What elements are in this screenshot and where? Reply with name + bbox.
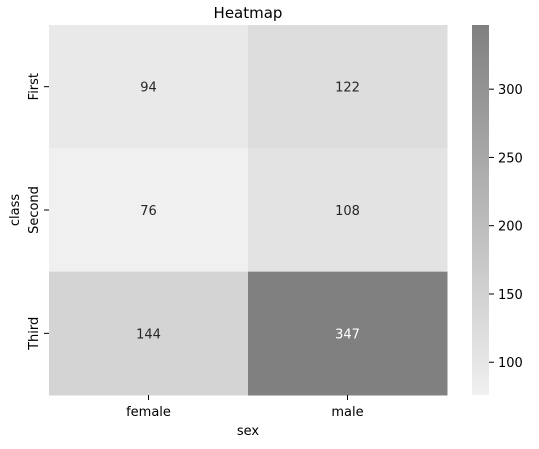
y-tick-label: Second (27, 186, 42, 234)
cell-annotation: 144 (136, 327, 161, 342)
colorbar-tick-label: 200 (498, 220, 523, 235)
cell-annotation: 76 (140, 204, 157, 219)
heatmap-cell (248, 271, 448, 396)
x-tick-label: female (126, 405, 171, 420)
cell-annotation: 122 (335, 81, 360, 96)
x-axis: female male (126, 395, 364, 420)
colorbar-tick-label: 250 (498, 151, 523, 166)
heatmap-cells (49, 25, 448, 396)
colorbar-ticks: 100 150 200 250 300 (489, 83, 523, 371)
heatmap-cell (49, 25, 249, 149)
y-axis: First Second Third (27, 73, 49, 351)
x-tick-label: male (331, 405, 363, 420)
y-tick-label: First (27, 73, 42, 100)
cell-annotation: 108 (335, 204, 360, 219)
cell-annotation: 347 (335, 327, 360, 342)
y-axis-label: class (8, 194, 23, 226)
y-tick-label: Third (27, 317, 42, 351)
x-axis-label: sex (237, 424, 260, 439)
heatmap-cell (49, 271, 249, 396)
cell-annotation: 94 (140, 81, 157, 96)
colorbar-tick-label: 150 (498, 288, 523, 303)
heatmap-cell (248, 25, 448, 149)
colorbar (472, 25, 489, 395)
cell-annotations: 94 122 76 108 144 347 (136, 81, 360, 343)
colorbar-tick-label: 100 (498, 356, 523, 371)
heatmap-cell (248, 148, 448, 273)
chart-title: Heatmap (214, 4, 283, 22)
colorbar-tick-label: 300 (498, 83, 523, 98)
heatmap-cell (49, 148, 249, 273)
